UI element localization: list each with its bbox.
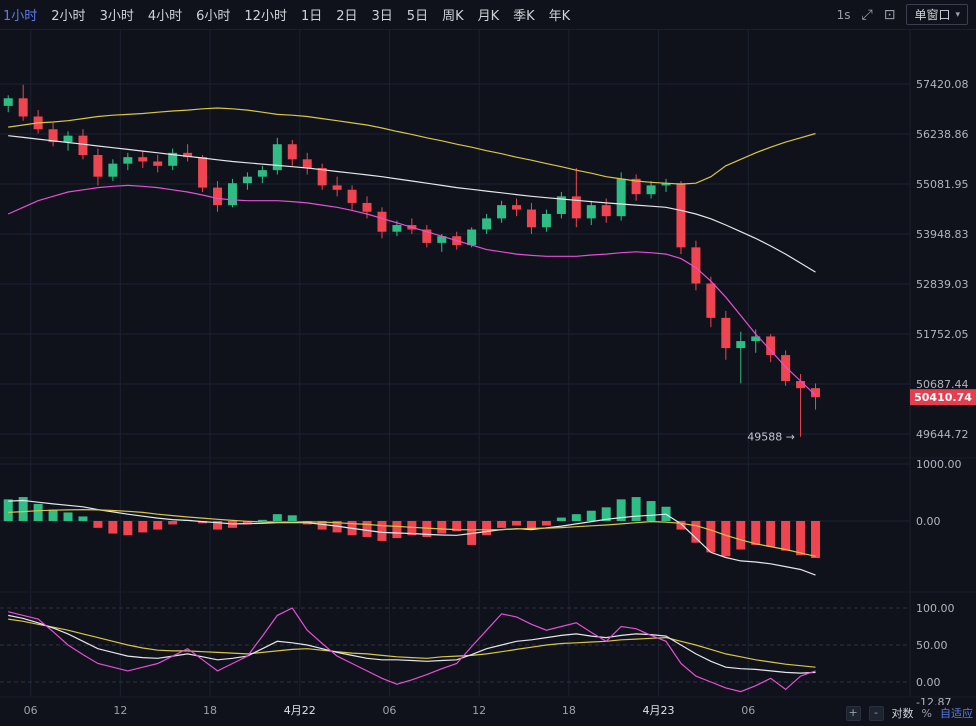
scale-controls: + - 对数 % 自适应 [839, 705, 973, 721]
kdj-layer [8, 607, 816, 693]
svg-text:57420.08: 57420.08 [916, 78, 969, 91]
grid-layer [0, 30, 976, 698]
original-scale-icon[interactable]: ⤢ [861, 6, 873, 23]
svg-text:12: 12 [113, 704, 127, 717]
period-tab-4小时[interactable]: 4小时 [147, 9, 183, 24]
svg-text:100.00: 100.00 [916, 602, 955, 615]
period-tab-2小时[interactable]: 2小时 [51, 9, 86, 24]
period-tab-5日[interactable]: 5日 [406, 9, 429, 24]
log-scale-toggle[interactable]: 对数 [891, 707, 914, 720]
svg-text:18: 18 [562, 704, 576, 717]
period-tab-12小时[interactable]: 12小时 [244, 9, 287, 24]
screenshot-icon[interactable]: ⊡ [883, 6, 896, 23]
svg-text:0.00: 0.00 [916, 515, 941, 528]
svg-text:50410.74: 50410.74 [914, 391, 972, 404]
svg-text:52839.03: 52839.03 [916, 278, 969, 291]
svg-text:06: 06 [24, 704, 38, 717]
period-tab-1日[interactable]: 1日 [300, 9, 323, 24]
candlestick-chart[interactable]: 57420.08 56238.86 55081.95 53948.83 52839.03… [0, 30, 976, 726]
svg-text:06: 06 [741, 704, 755, 717]
svg-text:50687.44: 50687.44 [916, 378, 969, 391]
svg-text:18: 18 [203, 704, 217, 717]
annotation-layer: 49588 → [747, 431, 795, 444]
axis-labels: 57420.08 56238.86 55081.95 53948.83 52839.03… [24, 78, 969, 717]
svg-text:56238.86: 56238.86 [916, 128, 969, 141]
svg-text:12: 12 [472, 704, 486, 717]
period-tab-3小时[interactable]: 3小时 [99, 9, 134, 24]
window-mode-button[interactable]: 单窗口 ▾ [906, 4, 968, 25]
caret-down-icon: ▾ [955, 9, 960, 20]
svg-text:1000.00: 1000.00 [916, 458, 962, 471]
zoom-out-button[interactable]: - [868, 705, 884, 721]
period-tab-周K[interactable]: 周K [442, 9, 464, 24]
boll-layer [7, 107, 816, 396]
svg-text:4月23: 4月23 [643, 704, 675, 717]
zoom-in-button[interactable]: + [845, 705, 861, 721]
svg-text:55081.95: 55081.95 [916, 178, 969, 191]
period-tab-2日[interactable]: 2日 [336, 9, 358, 24]
percent-scale-toggle[interactable]: % [921, 706, 932, 720]
period-tab-季K[interactable]: 季K [513, 9, 535, 24]
svg-text:49644.72: 49644.72 [916, 428, 969, 441]
svg-text:49588 →: 49588 → [747, 431, 795, 444]
autofit-toggle[interactable]: 自适应 [940, 707, 973, 720]
period-tab-月K[interactable]: 月K [477, 9, 500, 24]
toolbar: 1小时 2小时 3小时 4小时 6小时 12小时 1日 2日 3日 5日 周K 月K 季K 年K 1s ⤢… [0, 0, 976, 30]
timeframe-label: 1s [836, 7, 851, 22]
toolbar-right: 1s ⤢ ⊡ 单窗口 ▾ [837, 4, 968, 25]
window-mode-label: 单窗口 [914, 8, 951, 22]
current-price-tag: 50410.74 [910, 389, 976, 406]
svg-text:06: 06 [382, 704, 396, 717]
svg-text:53948.83: 53948.83 [916, 228, 969, 241]
svg-text:50.00: 50.00 [916, 639, 948, 652]
period-tab-3日[interactable]: 3日 [371, 9, 393, 24]
svg-text:4月22: 4月22 [284, 704, 316, 717]
svg-text:0.00: 0.00 [916, 676, 941, 689]
period-tab-6小时[interactable]: 6小时 [196, 9, 231, 24]
chart-area: 57420.08 56238.86 55081.95 53948.83 52839.03… [0, 30, 976, 726]
period-selector: 1小时 2小时 3小时 4小时 6小时 12小时 1日 2日 3日 5日 周K 月K 季K 年K [0, 5, 577, 24]
period-tab-年K[interactable]: 年K [548, 9, 571, 24]
macd-layer [3, 497, 821, 576]
svg-text:51752.05: 51752.05 [916, 328, 969, 341]
period-tab-1小时[interactable]: 1小时 [3, 9, 38, 24]
